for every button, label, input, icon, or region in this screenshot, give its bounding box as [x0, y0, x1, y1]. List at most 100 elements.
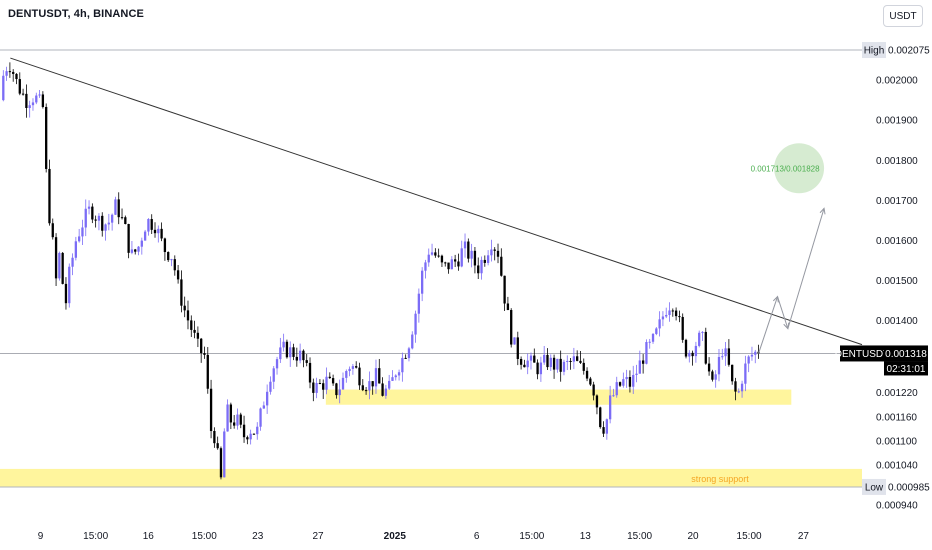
candle-body [500, 256, 503, 276]
candle-body [678, 316, 681, 318]
candle-body [701, 331, 704, 333]
candle-body [322, 383, 325, 390]
y-tick-label: 0.001600 [876, 236, 918, 247]
candle-body [681, 316, 684, 340]
candle-body [559, 358, 562, 372]
candle-body [513, 337, 516, 345]
candle-body [740, 383, 744, 392]
candle-body [45, 106, 48, 169]
candle-body [209, 388, 213, 431]
candle-body [486, 255, 490, 263]
candle-body [292, 347, 295, 357]
candle-body [628, 376, 632, 387]
candle-body [483, 259, 486, 263]
candle-body [325, 376, 328, 390]
candle-body [638, 360, 641, 374]
candle-body [595, 395, 599, 408]
candle-body [305, 360, 308, 363]
candle-body [622, 379, 625, 386]
candle-body [31, 102, 35, 106]
candle-body [579, 360, 582, 363]
candle-body [242, 424, 246, 438]
candle-body [605, 419, 609, 434]
x-tick-label: 23 [252, 531, 264, 542]
support-zone [0, 468, 862, 487]
candle-body [8, 71, 12, 73]
candle-body [704, 331, 707, 364]
candle-body [447, 262, 450, 270]
candle-body [711, 371, 714, 380]
y-tick-label: 0.002000 [876, 76, 918, 87]
candle-body [473, 250, 477, 266]
candle-body [338, 389, 341, 396]
candle-body [351, 366, 355, 369]
candle-body [467, 241, 470, 259]
candle-body [84, 208, 87, 228]
candle-body [368, 381, 371, 391]
projection-segment [787, 208, 825, 329]
candle-body [490, 249, 493, 256]
candle-body [140, 240, 143, 247]
candle-body [150, 219, 153, 230]
current-symbol-label: DENTUSDT [835, 349, 889, 360]
candle-body [81, 227, 84, 237]
x-tick-label: 15:00 [627, 531, 652, 542]
candle-body [384, 388, 388, 396]
candle-body [437, 255, 440, 257]
candle-body [655, 328, 658, 334]
y-tick-label: 0.001400 [876, 316, 918, 327]
candle-body [721, 356, 724, 358]
candle-body [519, 358, 523, 365]
candle-body [114, 199, 117, 215]
candle-body [262, 405, 266, 409]
candle-body [110, 214, 114, 223]
candle-body [572, 356, 576, 362]
candle-body [87, 206, 91, 209]
candle-body [216, 443, 219, 449]
candle-body [424, 262, 427, 271]
candle-body [180, 279, 183, 306]
current-price-tag [884, 345, 928, 362]
candle-body [615, 382, 618, 396]
candle-body [374, 368, 378, 387]
candle-body [91, 206, 94, 220]
candle-body [239, 414, 242, 425]
candle-body [107, 222, 110, 225]
candle-body [463, 241, 467, 249]
candle-body [12, 71, 15, 74]
candle-body [364, 390, 368, 392]
candle-body [170, 259, 173, 261]
candle-body [18, 79, 21, 94]
candle-body [265, 391, 269, 406]
candle-body [717, 356, 721, 375]
currency-button[interactable]: USDT [883, 5, 923, 27]
candle-body [71, 257, 74, 267]
candle-body [355, 366, 358, 368]
candle-body [312, 382, 315, 393]
candle-body [582, 362, 585, 371]
candle-body [282, 341, 285, 348]
x-tick-label: 16 [143, 531, 155, 542]
candle-body [226, 404, 229, 432]
candle-body [94, 219, 97, 221]
y-tick-label: 0.001100 [876, 436, 917, 447]
candle-body [183, 305, 186, 311]
candle-body [298, 350, 302, 361]
candle-body [750, 354, 754, 357]
candle-body [358, 367, 361, 386]
candle-body [213, 430, 216, 444]
candle-body [674, 310, 678, 317]
current-price-value: 0.001318 [885, 349, 927, 360]
candle-body [658, 319, 661, 329]
candle-body [203, 353, 206, 355]
candle-body [58, 252, 61, 279]
candle-body [516, 337, 519, 359]
y-tick-label: 0.001500 [876, 276, 918, 287]
candle-body [585, 370, 589, 379]
candle-body [651, 333, 655, 342]
candle-body [200, 338, 203, 354]
candle-body [731, 364, 734, 382]
candle-body [256, 426, 259, 435]
candle-body [229, 404, 233, 423]
